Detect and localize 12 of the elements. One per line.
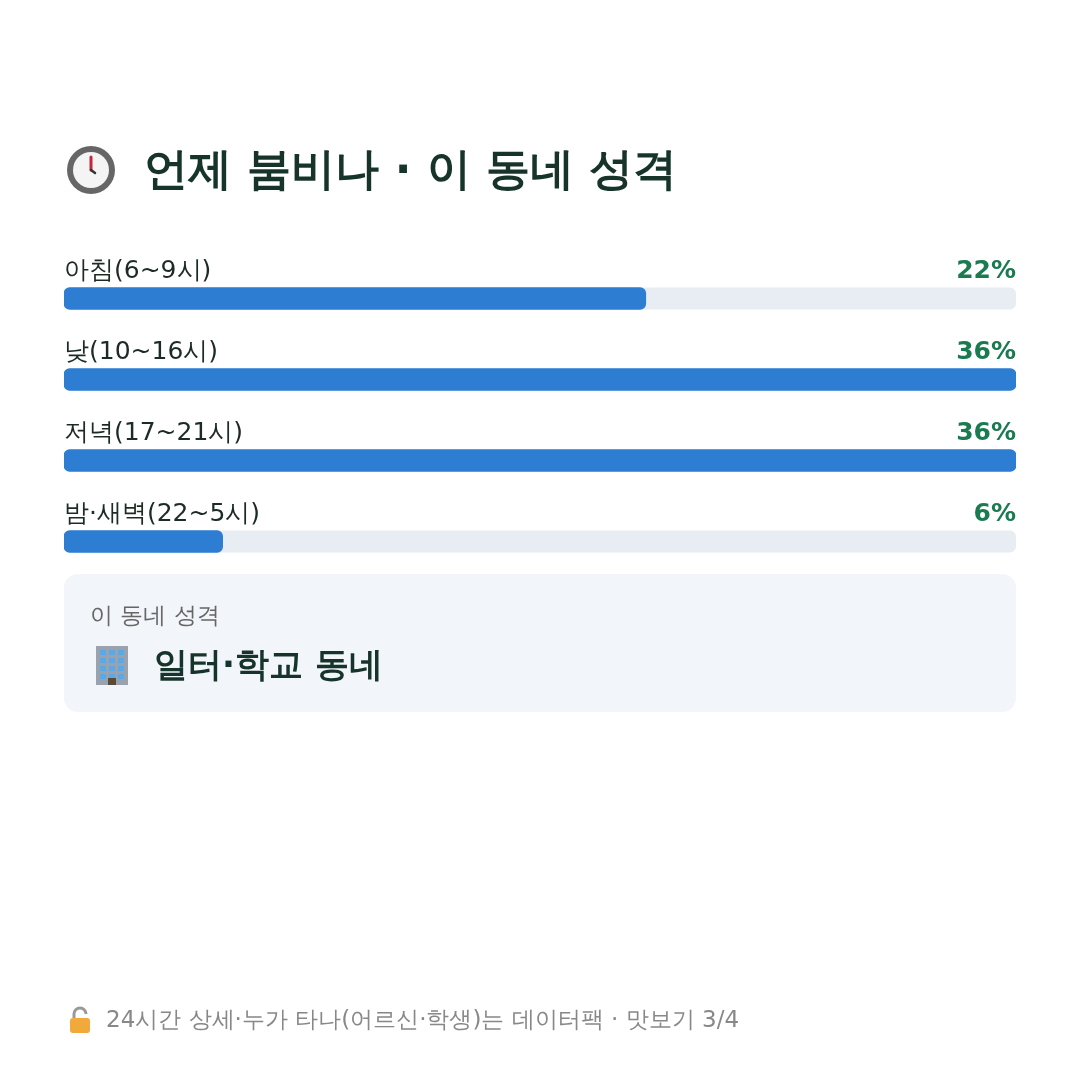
data-label: 22%	[956, 254, 1016, 284]
text: 이 동네 성격	[90, 601, 220, 630]
data-label: 6%	[973, 497, 1016, 527]
y-tick-label: 밤·새벽(22~5시)	[64, 497, 261, 527]
y-tick-label: 낮(10~16시)	[64, 335, 219, 365]
data-label: 36%	[956, 416, 1016, 446]
text: 24시간 상세·누가 타나(어르신·학생)는 데이터팩 · 맛보기 3/4	[106, 1005, 740, 1034]
data-label: 36%	[956, 335, 1016, 365]
y-tick-label: 아침(6~9시)	[64, 254, 212, 284]
y-tick-label: 저녁(17~21시)	[64, 416, 244, 446]
chart-title: 언제 붐비나 · 이 동네 성격	[144, 142, 678, 196]
text: 일터·학교 동네	[154, 643, 383, 686]
